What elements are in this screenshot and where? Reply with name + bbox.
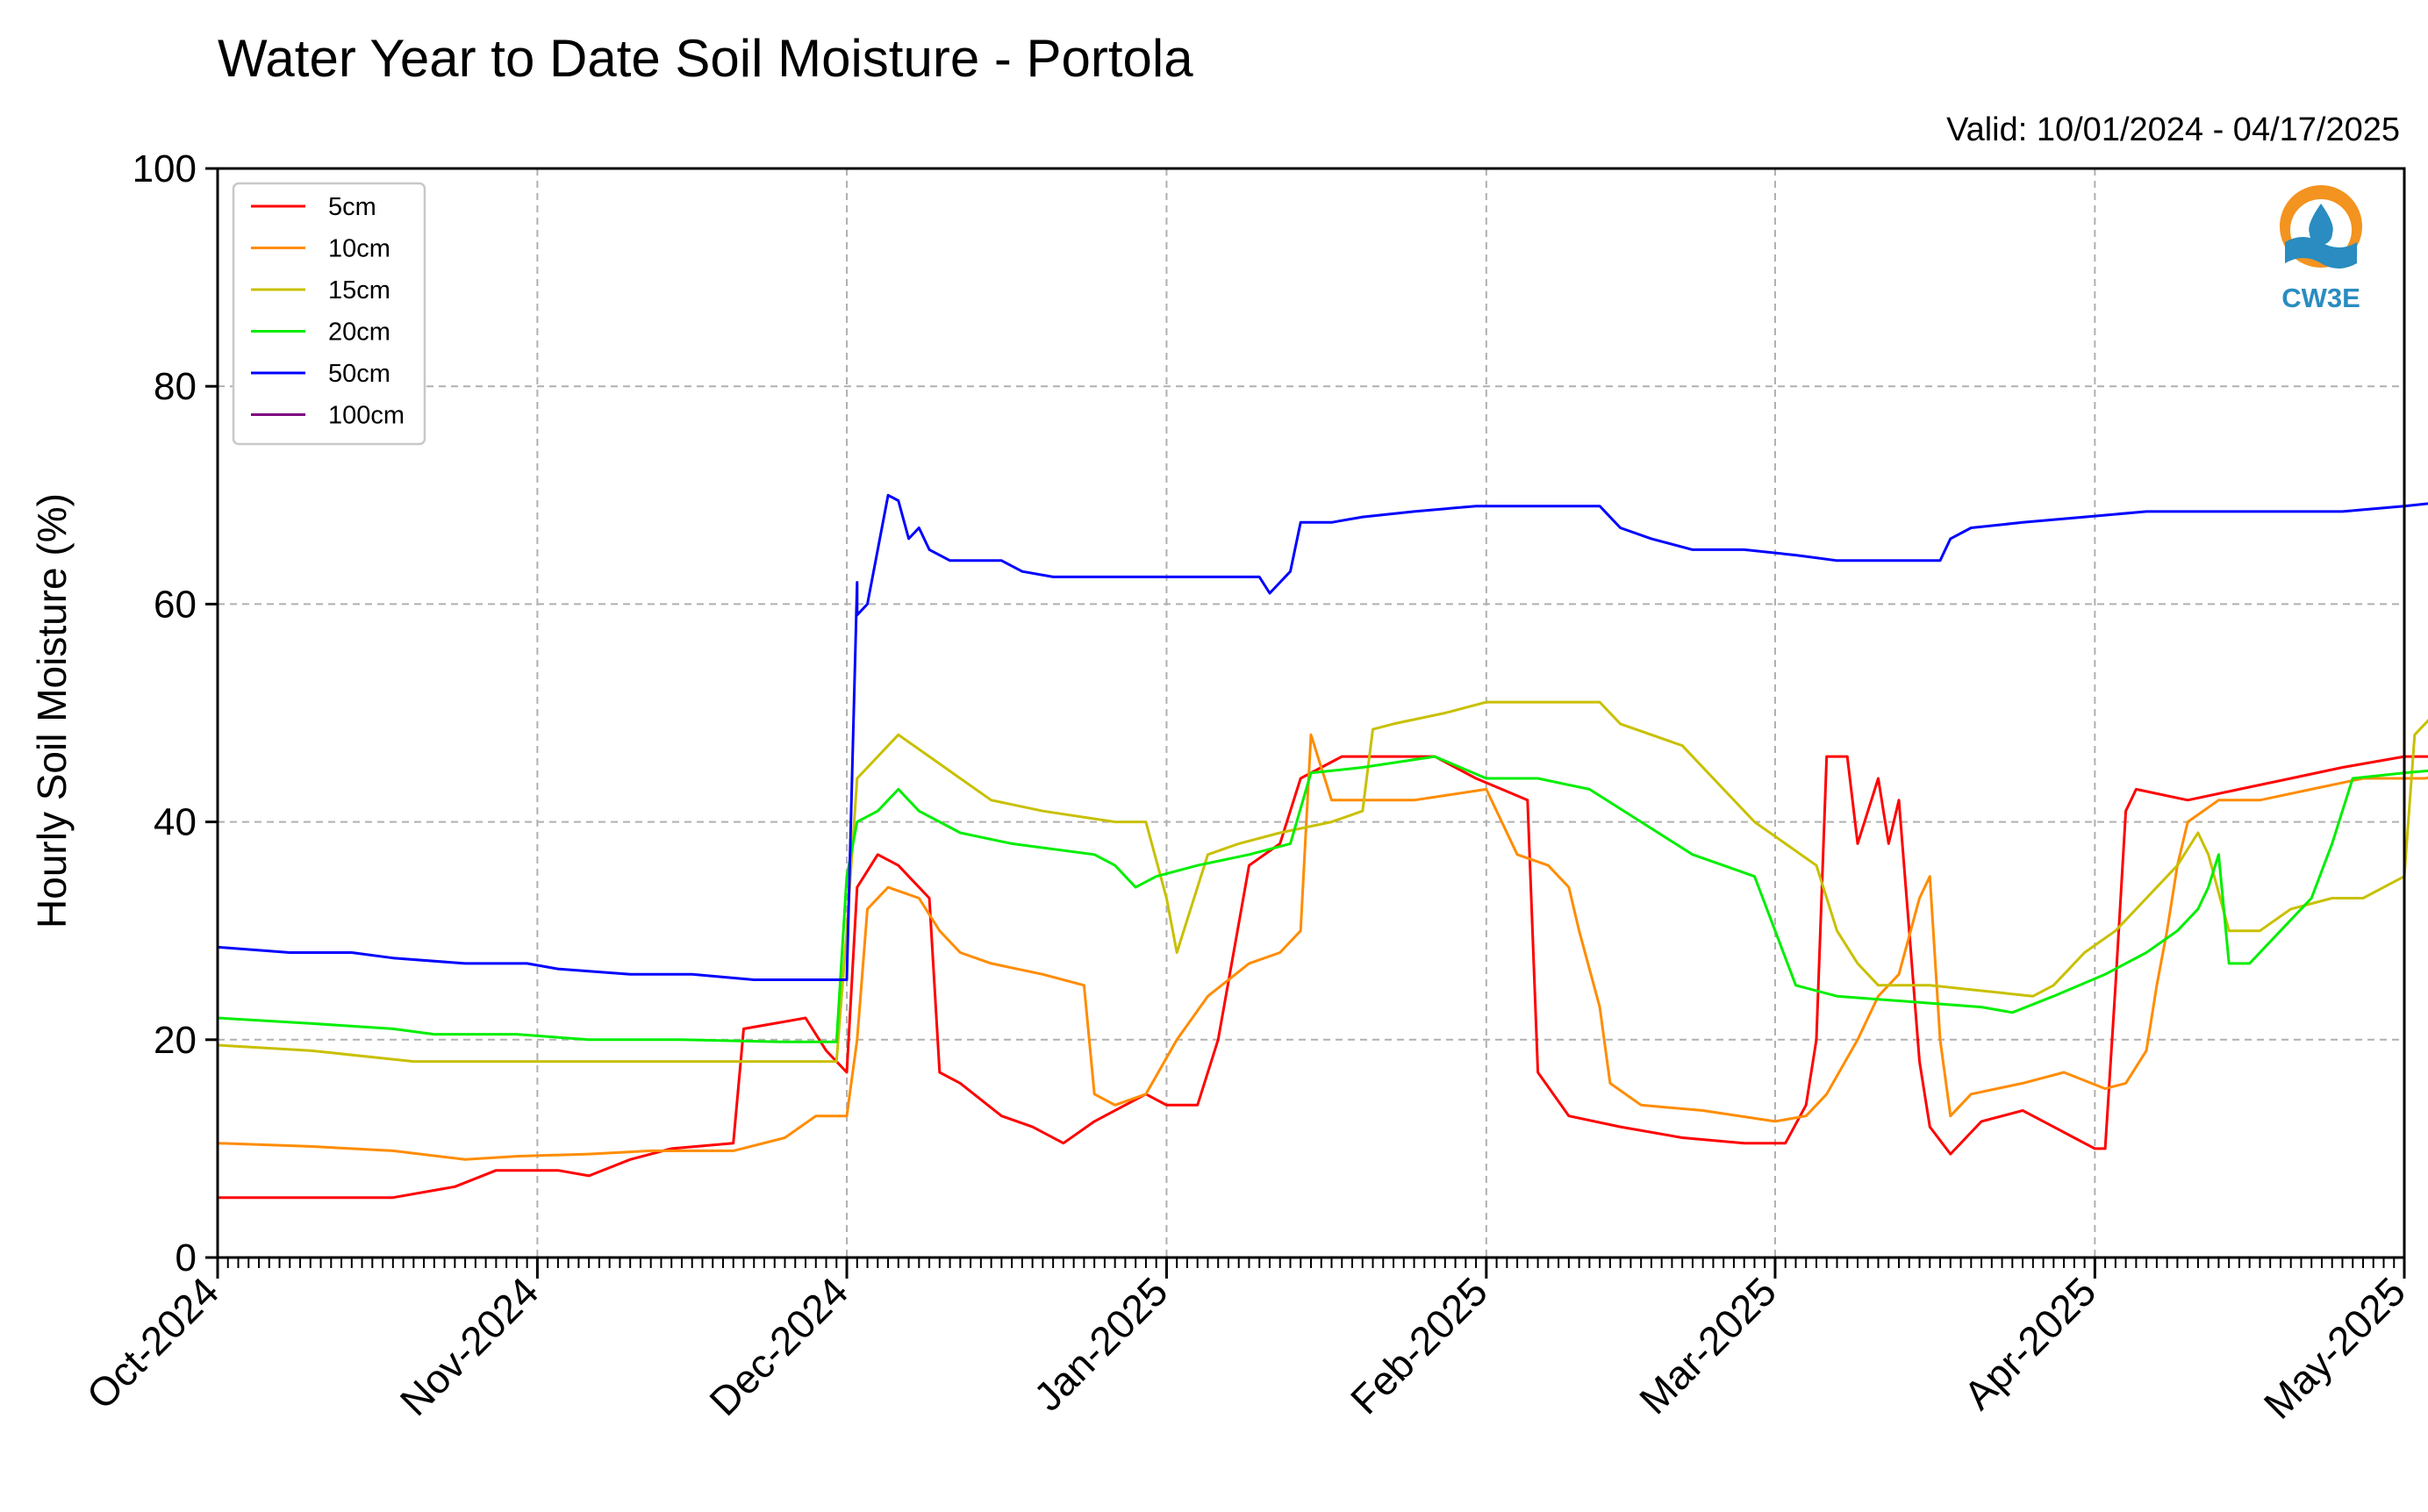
legend-label-50cm: 50cm	[328, 360, 390, 388]
y-tick-label: 60	[154, 583, 197, 626]
logo-drop-icon	[2309, 204, 2333, 245]
y-tick-label: 0	[175, 1236, 197, 1279]
series-line-20cm	[217, 755, 2428, 1043]
y-axis-label: Hourly Soil Moisture (%)	[29, 493, 75, 928]
series-lines	[217, 493, 2428, 1200]
legend-items: 5cm 10cm 15cm 20cm 50cm 100cm	[251, 193, 405, 430]
series-line-10cm	[217, 733, 2428, 1161]
legend-label-100cm: 100cm	[328, 402, 405, 430]
axes: 0 20 40 60 80 100 Oct-2024 Nov-2024 Dec-2024 Jan-…	[78, 147, 2415, 1428]
legend-label-15cm: 15cm	[328, 276, 390, 305]
logo-wave-icon	[2285, 237, 2357, 269]
x-tick-label: Apr-2025	[1955, 1268, 2105, 1418]
x-tick-label: Dec-2024	[700, 1268, 856, 1424]
legend-label-20cm: 20cm	[328, 319, 390, 347]
series-line-15cm	[217, 700, 2428, 1064]
legend-label-10cm: 10cm	[328, 235, 390, 263]
x-tick-label: Jan-2025	[1025, 1268, 1176, 1419]
x-tick-label: Mar-2025	[1630, 1268, 1785, 1422]
x-tick-label: Nov-2024	[391, 1268, 548, 1424]
valid-range-label: Valid: 10/01/2024 - 04/17/2025	[1946, 111, 2400, 148]
plot-frame	[216, 167, 2406, 1259]
y-tick-label: 20	[154, 1019, 197, 1062]
y-tick-label: 80	[154, 365, 197, 408]
gridlines	[218, 168, 2404, 1258]
legend: 5cm 10cm 15cm 20cm 50cm 100cm	[232, 182, 426, 446]
logo-text: CW3E	[2281, 283, 2360, 313]
series-line-5cm	[218, 755, 2428, 1200]
cw3e-logo: CW3E	[2280, 185, 2362, 313]
x-tick-label: Oct-2024	[78, 1268, 228, 1418]
series-line-50cm	[217, 493, 2428, 981]
y-tick-label: 40	[154, 801, 197, 844]
x-tick-label: May-2025	[2255, 1268, 2414, 1427]
legend-label-5cm: 5cm	[328, 193, 376, 221]
chart-title: Water Year to Date Soil Moisture - Porto…	[218, 29, 1193, 88]
x-tick-label: Feb-2025	[1342, 1268, 1496, 1422]
y-tick-label: 100	[133, 147, 197, 190]
